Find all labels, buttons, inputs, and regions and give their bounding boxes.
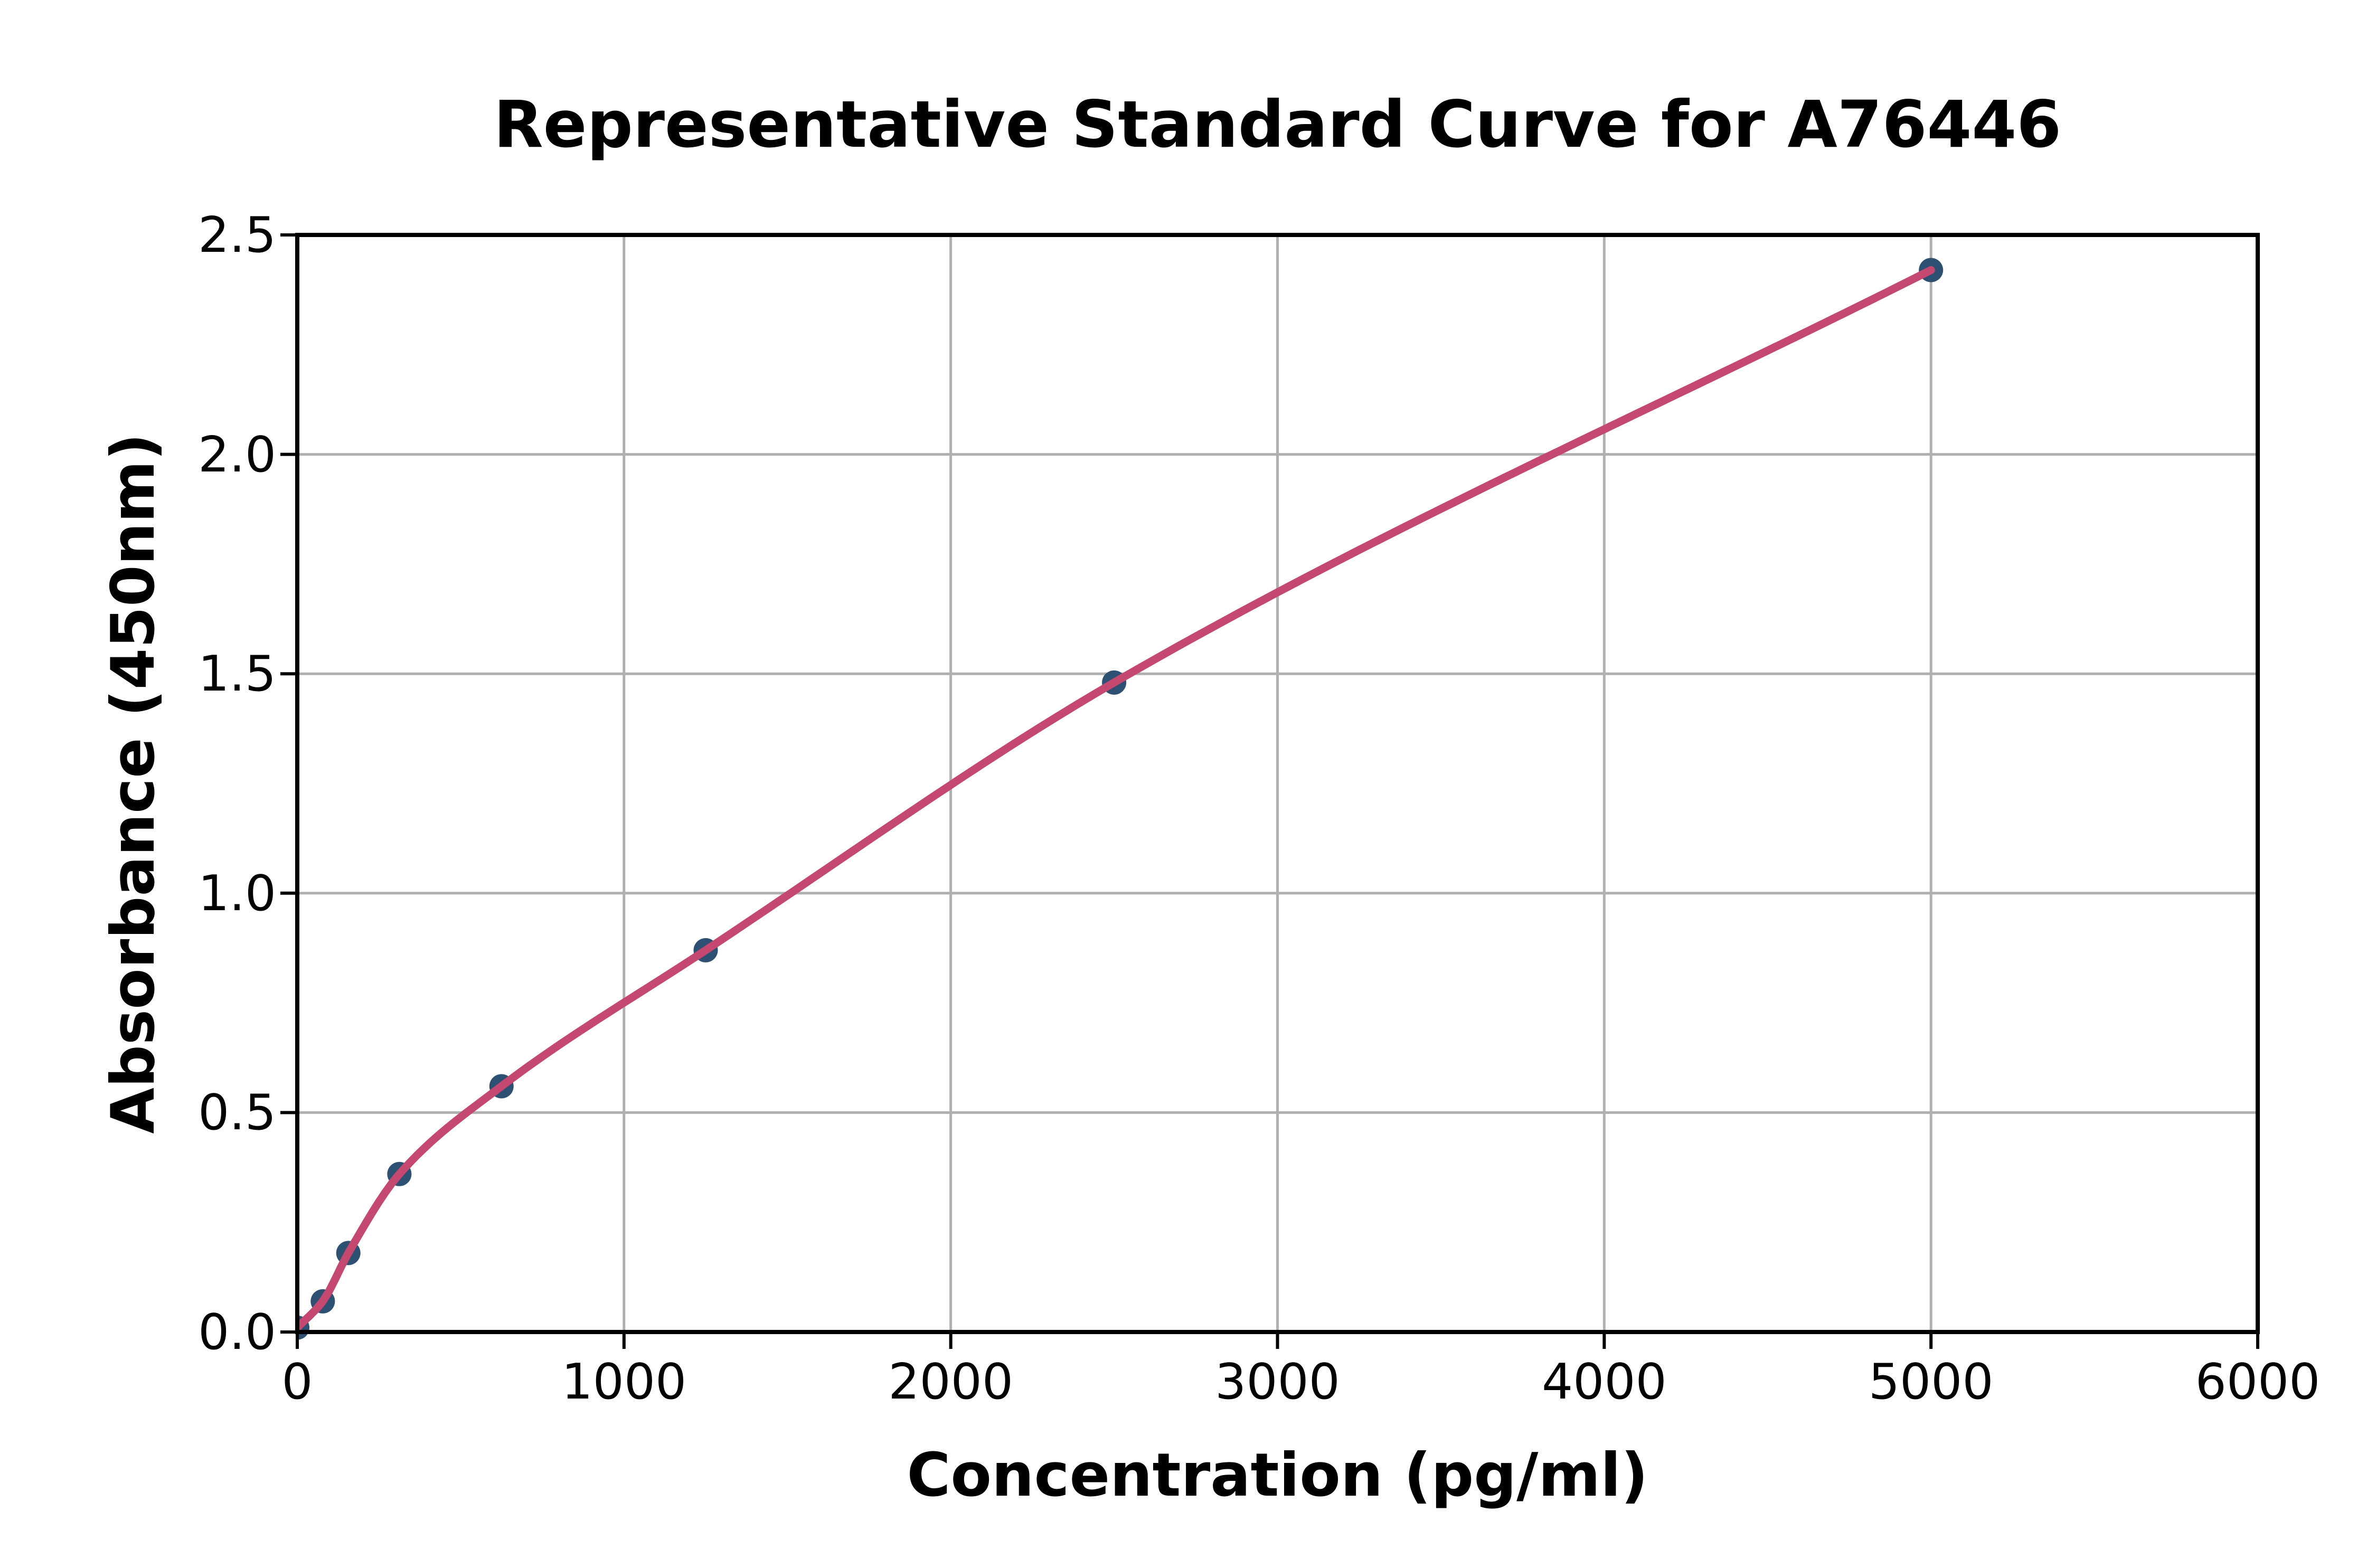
y-tick-label: 2.0 bbox=[198, 426, 276, 483]
x-tick-label: 1000 bbox=[561, 1353, 687, 1410]
y-tick-label: 0.0 bbox=[198, 1303, 276, 1361]
plot-border bbox=[295, 233, 2260, 1334]
x-tick-label: 6000 bbox=[2195, 1353, 2321, 1410]
x-tick-label: 2000 bbox=[888, 1353, 1013, 1410]
y-tick-label: 1.5 bbox=[198, 645, 276, 703]
x-tick-label: 4000 bbox=[1541, 1353, 1667, 1410]
fit-curve-path bbox=[297, 266, 1935, 1332]
y-tick-label: 2.5 bbox=[198, 206, 276, 263]
x-tick-label: 5000 bbox=[1868, 1353, 1994, 1410]
x-tick-label: 0 bbox=[281, 1353, 313, 1410]
y-axis-title: Absorbance (450nm) bbox=[98, 433, 168, 1134]
chart-title: Representative Standard Curve for A76446 bbox=[493, 87, 2062, 162]
x-tick-label: 3000 bbox=[1215, 1353, 1340, 1410]
x-axis-title: Concentration (pg/ml) bbox=[907, 1440, 1648, 1510]
y-tick-label: 0.5 bbox=[198, 1084, 276, 1141]
y-tick-label: 1.0 bbox=[198, 864, 276, 922]
